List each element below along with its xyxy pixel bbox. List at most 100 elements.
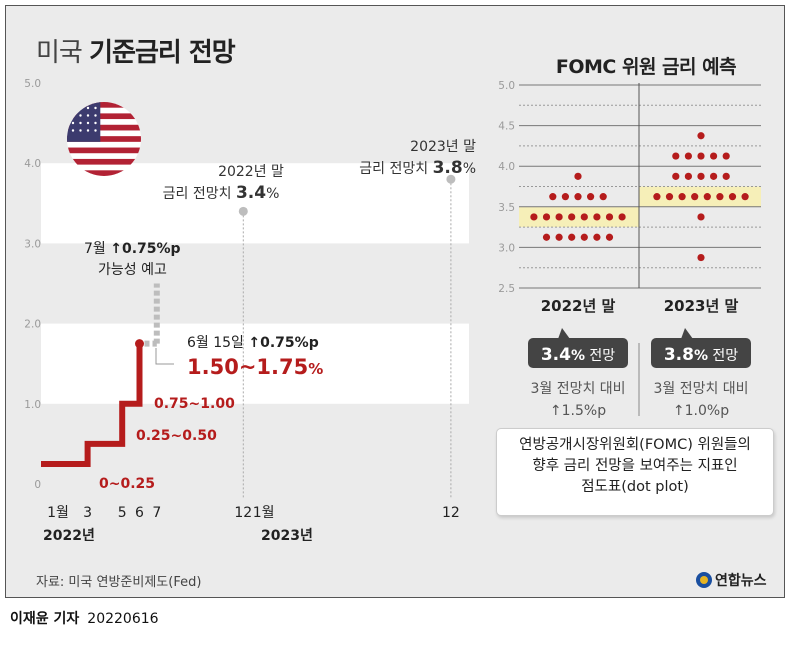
x-tick-label: 12 — [234, 505, 252, 521]
flag-star — [94, 129, 97, 132]
fomc-dot — [568, 233, 576, 241]
info-line-1: 연방공개시장위원회(FOMC) 위원들의 — [519, 437, 751, 453]
june-leader-line — [155, 348, 174, 365]
highlight-band-2023 — [639, 186, 761, 207]
median-unit: % — [694, 348, 708, 364]
fomc-dot — [691, 193, 699, 201]
highlight-band-2022 — [519, 206, 639, 228]
end2023-label-line2: 금리 전망치 3.8% — [359, 158, 476, 178]
projection-point-2022-end — [238, 206, 248, 216]
flag-stripe — [67, 124, 141, 131]
y-tick-label: 2.0 — [24, 319, 41, 331]
flag-star — [86, 129, 90, 132]
july-label-line1: 7월 ↑0.75%p — [84, 241, 181, 257]
fomc-dot — [587, 193, 595, 201]
title-light: 미국 — [36, 38, 83, 68]
flag-star — [79, 121, 82, 125]
july-label-line2: 가능성 예고 — [98, 262, 167, 278]
june-range-unit: % — [308, 360, 323, 378]
yonhap-logo: 연합뉴스 — [696, 570, 767, 590]
flag-star — [94, 121, 97, 125]
fomc-dot — [653, 193, 661, 201]
june-change: ↑0.75%p — [248, 335, 318, 351]
dot-plot-explanation: 연방공개시장위원회(FOMC) 위원들의 향후 금리 전망을 보여주는 지표인 … — [496, 428, 774, 516]
grid-band — [41, 323, 469, 404]
dot-plot-title: FOMC 위원 금리 예측 — [555, 56, 737, 78]
comparison-label-line1: 3월 전망치 대비 — [653, 381, 748, 397]
median-value: 3.4 — [541, 345, 571, 365]
year-label-2023: 2023년 — [261, 528, 313, 541]
fomc-dot — [684, 172, 693, 180]
fomc-dot — [593, 213, 601, 221]
dot-y-tick-label: 4.5 — [498, 121, 515, 133]
median-label: 3.8% 전망 — [664, 345, 738, 365]
graphic-frame: 미국 기준금리 전망 FOMC 위원 금리 예측 0 1.0 2.0 3.0 4.0 5.… — [5, 5, 785, 598]
median-bubble — [528, 338, 628, 368]
flag-star — [94, 114, 97, 117]
info-line-3: 점도표(dot plot) — [581, 479, 689, 495]
fomc-dot — [697, 253, 705, 262]
fomc-dot — [542, 213, 551, 221]
info-line-2: 향후 금리 전망을 보여주는 지표인 — [532, 458, 738, 474]
flag-star — [86, 121, 90, 125]
x-tick-label: 5 — [118, 505, 127, 521]
us-flag-icon — [67, 102, 141, 176]
fomc-dot — [741, 193, 749, 201]
fomc-dot — [555, 213, 563, 221]
yonhap-logo-icon — [696, 572, 712, 588]
flag-stripe — [67, 136, 141, 142]
dot-category-label: 2022년 말 — [541, 297, 616, 315]
fomc-dot — [716, 193, 724, 201]
grid-band — [41, 163, 469, 244]
x-tick-label: 12 — [442, 505, 460, 521]
x-tick-label: 6 — [135, 505, 144, 521]
fomc-dot — [593, 233, 601, 241]
fomc-dot — [561, 193, 570, 201]
comparison-label-line2: ↑1.5%p — [550, 403, 606, 419]
dot-category-label: 2023년 말 — [664, 297, 739, 315]
year-label-2022: 2022년 — [43, 528, 95, 541]
end2023-unit: % — [463, 161, 476, 177]
end2022-unit: % — [266, 186, 279, 202]
fomc-dot — [703, 193, 711, 201]
step-label-0: 0~0.25 — [99, 476, 155, 492]
june-range-label: 1.50~1.75% — [187, 355, 323, 379]
projection-point-2023-end — [446, 174, 456, 184]
median-suffix: 전망 — [708, 348, 738, 364]
fomc-dot — [710, 172, 718, 180]
median-bubble — [651, 338, 751, 368]
june-date: 6월 15일 — [187, 335, 248, 351]
fomc-dot — [672, 152, 680, 160]
end2023-prefix: 금리 전망치 — [359, 161, 432, 177]
dot-y-tick-label: 3.5 — [498, 202, 515, 214]
x-tick-label: 3 — [83, 505, 92, 521]
y-tick-label: 1.0 — [24, 399, 41, 411]
fomc-dot — [599, 193, 607, 201]
dot-y-tick-label: 4.0 — [498, 161, 515, 173]
fomc-dot — [555, 233, 563, 241]
title-bold: 기준금리 전망 — [89, 38, 236, 68]
rate-step-chart: 0 1.0 2.0 3.0 4.0 5.0 0~0.25 0.25~0.50 0.75~1.0… — [24, 78, 476, 541]
fomc-dot — [678, 193, 686, 201]
current-rate-point — [135, 339, 144, 349]
fomc-dot — [722, 172, 730, 180]
fomc-dot-plot: 2.5 3.0 3.5 4.0 4.5 5.0 2022년 말 3.4% 전망 3월 전망치 … — [498, 80, 761, 419]
logo-text: 연합뉴스 — [715, 573, 767, 589]
dot-y-tick-label: 3.0 — [498, 242, 515, 254]
flag-star — [79, 129, 82, 132]
source-note: 자료: 미국 연방준비제도(Fed) — [36, 575, 202, 590]
y-tick-label: 4.0 — [24, 158, 41, 170]
fomc-dot — [728, 193, 737, 201]
fomc-dot — [580, 233, 588, 241]
fomc-dot — [697, 172, 705, 180]
x-tick-label: 1월 — [47, 505, 69, 521]
fomc-dot — [722, 152, 730, 160]
end2022-label-line1: 2022년 말 — [218, 164, 284, 180]
fomc-dot — [710, 152, 718, 160]
fomc-dot — [697, 213, 705, 221]
byline-author: 이재윤 기자 — [10, 611, 80, 627]
fomc-dot — [618, 213, 626, 221]
y-tick-label: 0 — [34, 479, 41, 491]
median-bubble-pointer — [558, 328, 570, 339]
fomc-dot — [605, 213, 614, 221]
